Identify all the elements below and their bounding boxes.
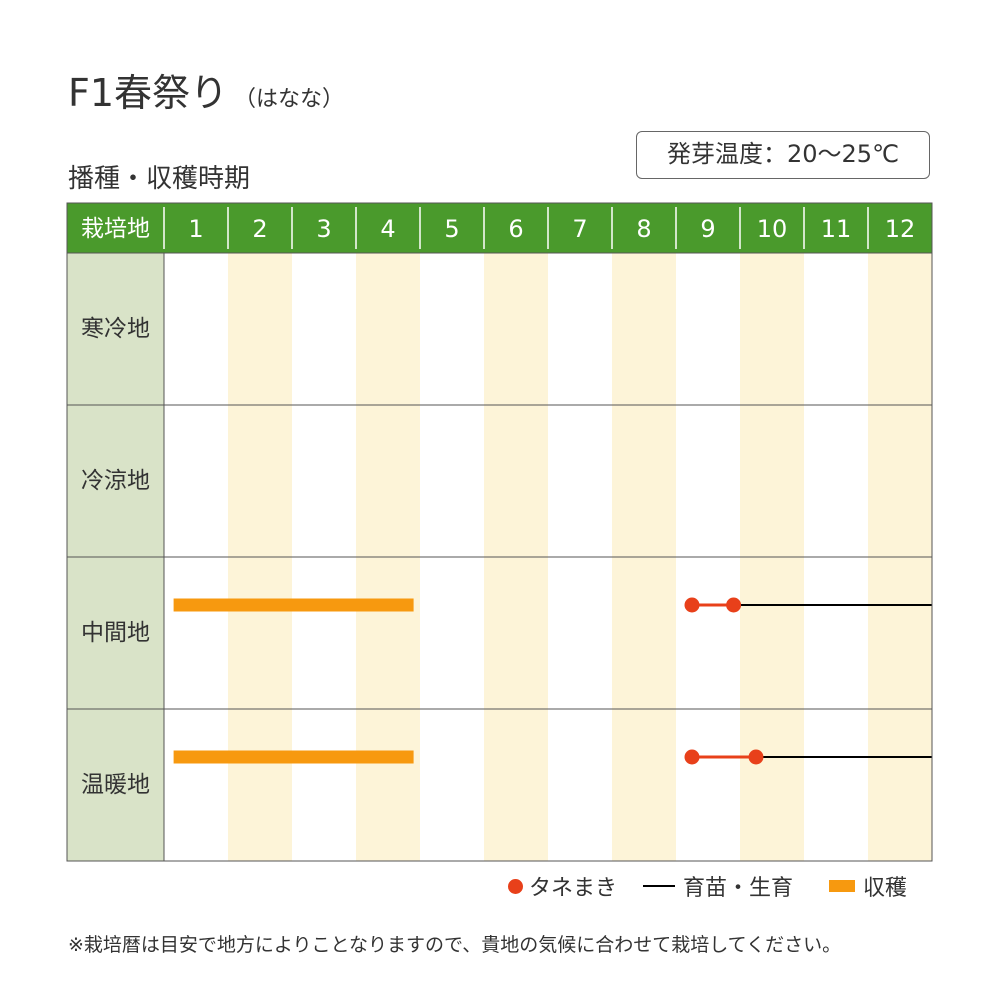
month-label-7: 7 <box>572 215 587 243</box>
month-label-6: 6 <box>508 215 523 243</box>
title-main: F1春祭り <box>68 71 229 115</box>
harvest-bar <box>173 750 414 764</box>
month-label-11: 11 <box>821 215 852 243</box>
header-row <box>67 203 932 253</box>
month-label-12: 12 <box>885 215 916 243</box>
month-label-1: 1 <box>188 215 203 243</box>
header-label: 栽培地 <box>81 216 150 242</box>
sowing-start-dot <box>684 749 700 765</box>
chart-frame <box>66 202 933 862</box>
region-label-0: 寒冷地 <box>81 316 150 342</box>
sowing-end-dot <box>726 597 742 613</box>
germination-temp-box: 発芽温度：20～25℃ <box>636 131 930 179</box>
legend-harvest-label: 収穫 <box>863 876 908 901</box>
month-label-2: 2 <box>252 215 267 243</box>
region-label-2: 中間地 <box>81 620 150 646</box>
sowing-end-dot <box>748 749 764 765</box>
month-label-3: 3 <box>316 215 331 243</box>
page-title: F1春祭り （はなな） <box>68 62 344 117</box>
legend-sowing-label: タネまき <box>529 876 618 901</box>
month-label-8: 8 <box>636 215 651 243</box>
legend: タネまき 育苗・生育 収穫 <box>508 870 907 902</box>
title-subtitle: （はなな） <box>234 87 345 112</box>
section-title: 播種・収穫時期 <box>68 164 251 194</box>
month-label-10: 10 <box>757 215 788 243</box>
region-label-3: 温暖地 <box>81 772 150 798</box>
legend-harvest-marker <box>829 880 856 892</box>
month-label-5: 5 <box>444 215 459 243</box>
legend-growth-marker <box>643 885 676 887</box>
sowing-start-dot <box>684 597 700 613</box>
month-label-4: 4 <box>380 215 395 243</box>
harvest-bar <box>173 598 414 612</box>
legend-sowing-marker <box>508 878 523 894</box>
legend-growth-label: 育苗・生育 <box>683 876 794 901</box>
month-label-9: 9 <box>700 215 715 243</box>
footnote: ※栽培暦は目安で地方によりことなりますので、貴地の気候に合わせて栽培してください… <box>68 934 842 956</box>
region-label-1: 冷涼地 <box>81 468 150 494</box>
